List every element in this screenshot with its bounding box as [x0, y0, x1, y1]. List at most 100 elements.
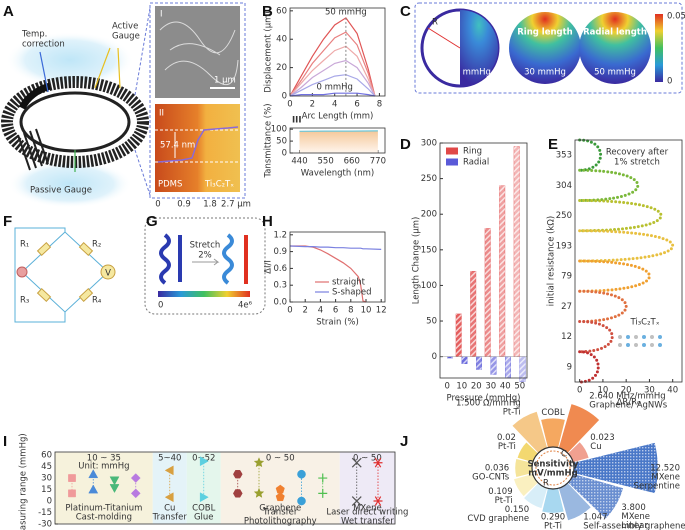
marker — [351, 496, 362, 506]
x-tick-label: 660 — [344, 157, 360, 167]
label: 1 μm — [214, 76, 236, 86]
petal-label: 0.109 — [488, 487, 512, 497]
y-tick-label: 40 — [276, 35, 287, 45]
x-tick-label: 6 — [333, 306, 338, 316]
x-tick-label: 4 — [318, 306, 323, 316]
marker — [199, 456, 209, 467]
legend-label: S-shaped — [332, 288, 372, 298]
y-tick-label: 0 — [432, 352, 437, 362]
y-tick-label: 150 — [421, 245, 437, 255]
inner-ring — [19, 91, 131, 153]
marker — [88, 469, 99, 479]
annotation: 0 mmHg — [316, 83, 352, 93]
bar-hatch — [490, 356, 497, 375]
petal-label: CVD graphene — [467, 514, 529, 524]
y-axis-label: ΔI/I — [264, 260, 274, 274]
resistance-loop — [578, 289, 628, 323]
petal — [514, 473, 539, 497]
petal-label: MXene — [621, 512, 650, 522]
plot-frame — [289, 127, 386, 154]
zoom-line — [134, 7, 151, 196]
arrow — [94, 47, 121, 89]
petal-label: 0.150 — [505, 505, 529, 515]
line — [289, 45, 376, 97]
text-line: Photolithography — [244, 517, 317, 527]
label: PDMS — [158, 180, 182, 190]
group-band — [339, 452, 395, 524]
y-tick-label: 50 — [426, 317, 437, 327]
y-axis-label: Tansmittance (%) — [264, 103, 274, 178]
y-tick-label: 15 — [41, 485, 52, 495]
y-axis-label: Length Change (μm) — [412, 217, 422, 305]
afm-image — [155, 104, 240, 192]
text-line: Gauge — [112, 32, 140, 42]
plot-frame — [439, 142, 528, 379]
x-tick-label: 10 — [456, 382, 467, 392]
petal-label: Pt-Ti — [503, 408, 521, 418]
legend-label: Radial — [463, 158, 489, 168]
panel-label: G — [146, 213, 158, 230]
atom — [650, 335, 654, 339]
y-tick-label: 20 — [276, 63, 287, 73]
bar-hatch — [505, 356, 511, 378]
mode-label: C — [561, 450, 567, 460]
petal — [567, 442, 589, 463]
petal — [541, 418, 565, 449]
x-axis-label: Arc Length (mm) — [302, 112, 374, 122]
petal-label: Graphene/ AgNWs — [589, 401, 667, 411]
y-tick-label: 100 — [271, 125, 287, 135]
area — [299, 130, 378, 153]
label: Passive Gauge — [30, 186, 92, 196]
legend-label: Ring — [463, 147, 482, 157]
unit-label: Unit: mmHg — [78, 461, 129, 471]
atom — [618, 335, 622, 339]
y-tick-label: 1.2 — [273, 230, 287, 240]
y-axis-label: Displacement (μm) — [264, 11, 274, 92]
marker — [297, 496, 306, 506]
x-tick-label: 30 — [644, 386, 655, 396]
x-axis-label: ΔR/R₀ — [617, 398, 641, 408]
petal-texture — [567, 473, 624, 519]
x-axis-label: Pressure (mmHg) — [447, 394, 521, 404]
x-tick-label: 4 — [332, 100, 337, 110]
x-tick-label: 2 — [302, 306, 307, 316]
annotation: 50 mmHg — [325, 7, 367, 17]
x-tick-label: 0 — [287, 306, 292, 316]
marker — [130, 488, 141, 499]
text-line: Laser direct writing — [326, 508, 408, 518]
group-band — [55, 452, 153, 524]
map-pressure: 50 mmHg — [594, 68, 636, 78]
marker — [233, 489, 243, 498]
line — [289, 245, 382, 250]
atom — [626, 335, 630, 339]
text-line: 1% stretch — [614, 158, 660, 168]
petal-label: MXene — [651, 473, 680, 483]
x-tick-label: 0 — [577, 386, 582, 396]
colorbar — [158, 291, 250, 297]
y-tick-label: 12 — [561, 332, 572, 342]
x-tick-label: 40 — [500, 382, 511, 392]
y-tick-label: 200 — [421, 210, 437, 220]
marker — [351, 457, 362, 468]
y-tick-label: 250 — [556, 211, 572, 221]
x-tick-label: 550 — [318, 157, 334, 167]
marker — [373, 457, 383, 468]
petal-label: 1.047 — [583, 513, 607, 523]
petal-label: 0.023 — [590, 433, 614, 443]
colorbar-label: 0.058 — [667, 12, 685, 22]
y-tick-label: 45 — [41, 462, 52, 472]
map-pressure: 30 mmHg — [524, 68, 566, 78]
passive-glow — [8, 160, 132, 208]
center-ring — [535, 450, 571, 486]
marker — [275, 492, 285, 502]
text-line: Glue — [194, 513, 214, 523]
center-disc — [531, 446, 575, 490]
label: Ti₃C₂Tₓ — [629, 318, 659, 328]
panel-c-box — [414, 2, 683, 94]
line — [289, 92, 376, 97]
range-label: 5~40 — [158, 454, 181, 464]
resistance-loop — [578, 168, 640, 202]
panel-label: E — [548, 136, 558, 153]
marker — [164, 465, 174, 476]
voltmeter — [100, 264, 116, 280]
